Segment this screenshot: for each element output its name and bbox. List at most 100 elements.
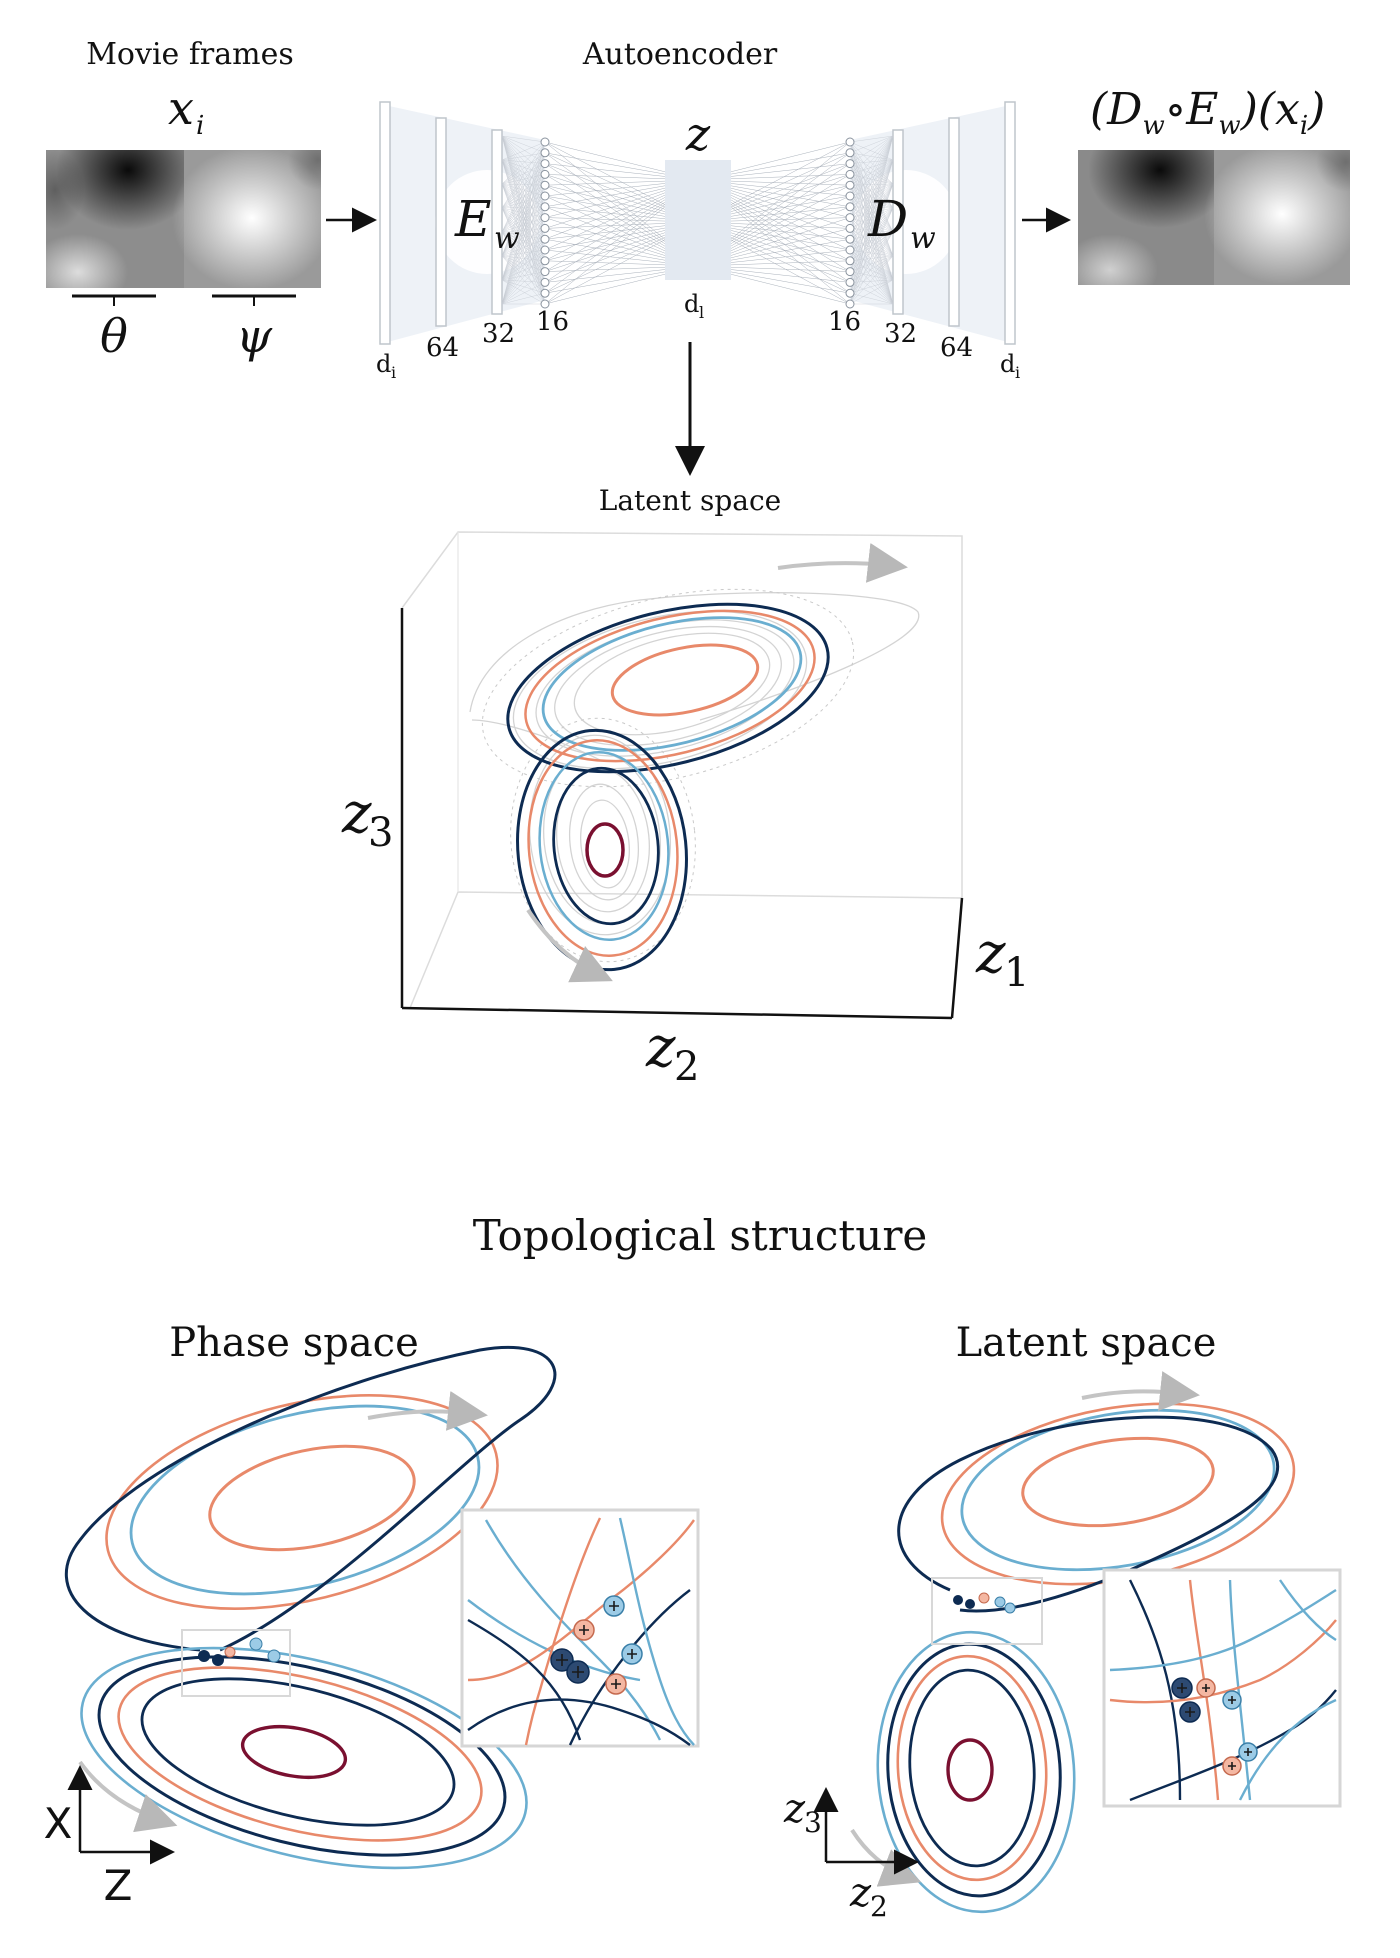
svg-text:i: i — [1015, 363, 1020, 382]
svg-text:z: z — [849, 1870, 872, 1916]
neuron-node — [845, 223, 855, 233]
neuron-node — [540, 256, 550, 266]
svg-text:D: D — [867, 190, 908, 248]
svg-text:3: 3 — [804, 1806, 822, 1839]
svg-text:z: z — [645, 1015, 676, 1080]
neuron-node — [845, 159, 855, 169]
svg-text:E: E — [454, 190, 492, 248]
svg-text:z: z — [783, 1786, 806, 1832]
svg-text:2: 2 — [870, 1890, 888, 1923]
input-dim-label-left: d i — [376, 350, 396, 382]
decoder-label: D w — [867, 190, 936, 256]
svg-text:i: i — [391, 363, 396, 382]
neuron-node — [845, 213, 855, 223]
neuron-node — [845, 288, 855, 298]
neuron-node — [540, 137, 550, 147]
autoencoder-title: Autoencoder — [582, 37, 778, 72]
neuron-node — [845, 137, 855, 147]
neuron-node — [540, 267, 550, 277]
layer-size-32-left: 32 — [482, 319, 515, 349]
neuron-node — [540, 234, 550, 244]
latent-space-axes — [813, 1787, 919, 1875]
svg-text:w: w — [494, 221, 520, 256]
neuron-node — [845, 191, 855, 201]
neuron-node — [540, 245, 550, 255]
neuron-node — [845, 169, 855, 179]
neuron-node — [540, 213, 550, 223]
neuron-node — [845, 148, 855, 158]
latent-axis-z3-label: z 3 — [341, 781, 393, 856]
z2-axis-line — [401, 1006, 953, 1020]
svg-text:z: z — [975, 921, 1006, 986]
phase-space-inset — [460, 1508, 700, 1748]
layer-size-16-right: 16 — [828, 307, 861, 337]
neuron-node — [540, 202, 550, 212]
topological-structure-title: Topological structure — [473, 1211, 928, 1260]
svg-text:d: d — [1000, 350, 1015, 378]
neuron-node — [845, 267, 855, 277]
encoder-label: E w — [454, 190, 520, 256]
svg-text:l: l — [699, 303, 704, 322]
neuron-node — [540, 223, 550, 233]
neuron-node — [540, 169, 550, 179]
svg-text:2: 2 — [674, 1044, 699, 1090]
neuron-node — [845, 256, 855, 266]
svg-text:i: i — [196, 111, 204, 141]
phase-space-attractor — [64, 1345, 557, 1870]
encoder-layer-64 — [435, 117, 447, 327]
neuron-node — [845, 180, 855, 190]
phase-space-title: Phase space — [169, 1320, 419, 1366]
phase-space-axes — [67, 1765, 175, 1865]
neuron-node — [845, 234, 855, 244]
neuron-node — [845, 299, 855, 309]
latent-axis-z2-small-label: z 2 — [849, 1870, 888, 1923]
decoder-layer-32 — [892, 129, 904, 315]
decoder-layer-di — [1004, 101, 1016, 345]
output-frame-label: (Dw∘Ew)(xi) — [1090, 84, 1325, 141]
movie-frames-title: Movie frames — [86, 37, 294, 72]
theta-label: θ — [100, 309, 128, 363]
encoder-layer-di — [379, 101, 391, 345]
latent-axis-z1-label: z 1 — [975, 921, 1029, 996]
phase-axis-z-label: Z — [104, 1861, 133, 1910]
neuron-node — [540, 288, 550, 298]
neuron-node — [540, 180, 550, 190]
output-movie-frame — [1078, 150, 1350, 285]
encoder-layer-32 — [491, 129, 503, 315]
svg-text:x: x — [168, 81, 194, 135]
svg-text:1: 1 — [1004, 950, 1029, 996]
latent-space-plot-title: Latent space — [599, 484, 782, 517]
latent-dim-label: d l — [684, 290, 704, 322]
latent-box — [665, 160, 731, 280]
psi-label: ψ — [236, 309, 273, 363]
layer-size-64-right: 64 — [940, 333, 973, 363]
input-movie-frame — [46, 150, 321, 288]
neuron-node — [845, 277, 855, 287]
neuron-node — [540, 277, 550, 287]
input-dim-label-right: d i — [1000, 350, 1020, 382]
input-frame-label: x i — [168, 81, 204, 141]
svg-text:3: 3 — [368, 810, 393, 856]
neuron-node — [540, 191, 550, 201]
svg-text:d: d — [376, 350, 391, 378]
layer-size-64-left: 64 — [426, 333, 459, 363]
latent-space-inset — [1102, 1568, 1342, 1808]
svg-text:w: w — [910, 221, 936, 256]
layer-size-16-left: 16 — [536, 307, 569, 337]
latent-attractor — [469, 543, 920, 983]
latent-3d-box — [400, 531, 964, 1020]
latent-space-title: Latent space — [956, 1320, 1217, 1366]
neuron-node — [540, 299, 550, 309]
neuron-node — [540, 148, 550, 158]
neuron-node — [540, 159, 550, 169]
svg-text:d: d — [684, 290, 699, 318]
latent-space-attractor — [850, 1371, 1296, 1914]
decoder-layer-64 — [948, 117, 960, 327]
neuron-node — [845, 202, 855, 212]
neuron-node — [845, 245, 855, 255]
latent-axis-z3-small-label: z 3 — [783, 1786, 822, 1839]
svg-text:(Dw∘Ew)(xi): (Dw∘Ew)(xi) — [1090, 84, 1325, 141]
latent-axis-z2-label: z 2 — [645, 1015, 699, 1090]
layer-size-32-right: 32 — [884, 319, 917, 349]
